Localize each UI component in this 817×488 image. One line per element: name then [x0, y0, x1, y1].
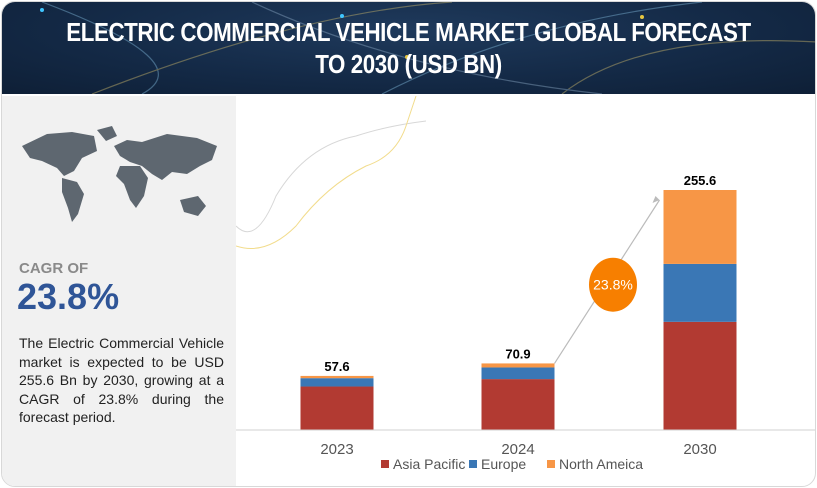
cagr-bubble: [589, 257, 637, 312]
cagr-bubble-label: 23.8%: [593, 277, 633, 293]
cagr-label: CAGR OF: [19, 260, 89, 277]
x-tick-label-2024: 2024: [501, 441, 534, 458]
stacked-bar-chart: 57.6 2023 70.9 2024 255.6 2030 23.8% Asia Paci…: [236, 96, 815, 472]
bar-asia-pacific-2030: [663, 321, 737, 430]
bar-europe-2030: [663, 263, 737, 322]
bar-asia-pacific-2024: [481, 379, 555, 430]
legend-label-0: Asia Pacific: [393, 456, 465, 472]
total-label-2023: 57.6: [324, 359, 349, 374]
bar-north-ameica-2023: [300, 375, 374, 379]
total-label-2030: 255.6: [684, 173, 717, 188]
header-background-lines: [40, 2, 815, 94]
total-label-2024: 70.9: [505, 346, 530, 361]
summary-panel: CAGR OF 23.8% The Electric Commercial Ve…: [2, 96, 236, 486]
legend-swatch-2: [547, 460, 555, 468]
market-description: The Electric Commercial Vehicle market i…: [19, 335, 224, 425]
x-tick-label-2030: 2030: [683, 441, 716, 458]
bar-europe-2024: [481, 367, 555, 380]
bar-north-ameica-2030: [663, 190, 737, 264]
bar-north-ameica-2024: [481, 363, 555, 368]
header-banner: ELECTRIC COMMERCIAL VEHICLE MARKET GLOBA…: [2, 2, 815, 94]
bar-asia-pacific-2023: [300, 386, 374, 430]
cagr-value: 23.8%: [17, 276, 120, 317]
legend-swatch-0: [381, 460, 389, 468]
decorative-curves: [236, 96, 427, 249]
legend-label-2: North Ameica: [559, 456, 643, 472]
world-map-icon: [22, 126, 217, 222]
x-tick-label-2023: 2023: [320, 441, 353, 458]
bar-europe-2023: [300, 378, 374, 387]
chart-title: ELECTRIC COMMERCIAL VEHICLE MARKET GLOBA…: [66, 17, 751, 79]
growth-arrow-head: [652, 196, 660, 203]
legend-label-1: Europe: [481, 456, 526, 472]
legend-swatch-1: [469, 460, 477, 468]
